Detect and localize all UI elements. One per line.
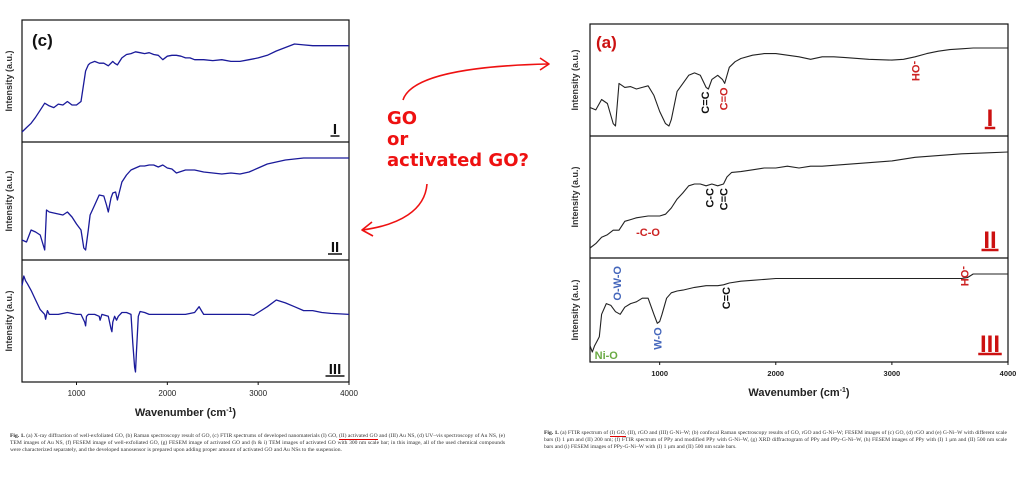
- right-panel-label-II: II: [983, 227, 996, 254]
- left-panel-label-I: I: [333, 121, 337, 138]
- right-annotation-c-c: C=C: [700, 91, 712, 113]
- left-chart: 1000 2000 3000 4000 Wavenumber (cm-1) (c) Inte…: [4, 19, 358, 419]
- left-x-label-sup: -1: [226, 407, 232, 414]
- left-x-tick-label: 3000: [249, 389, 267, 398]
- left-panel-label-III: III: [329, 361, 342, 378]
- question-line-1: GO: [387, 108, 418, 129]
- right-annotation-w-o: W-O: [652, 327, 664, 350]
- right-annotation-c-o: -C-O: [636, 227, 660, 239]
- right-figure-caption: Fig. 1. (a) FTIR spectrum of (I) GO, (II…: [544, 430, 1007, 451]
- arrow-to-right-chart: [402, 63, 549, 101]
- question-line-2: or: [387, 129, 409, 150]
- question-annotation: GO or activated GO?: [387, 108, 529, 171]
- left-spectrum-line-III: [21, 275, 350, 373]
- right-y-axis-label: Intensity (a.u.): [570, 49, 580, 110]
- right-x-label-main: Wavenumber (cm: [748, 387, 840, 399]
- right-chart: 1000 2000 3000 4000 Wavenumber (cm-1) (a) Inte…: [570, 23, 1017, 399]
- right-x-tick-label: 4000: [1000, 369, 1017, 378]
- right-x-label-sup: -1: [840, 387, 846, 394]
- left-x-tick-label: 4000: [340, 389, 358, 398]
- right-panel-label-III: III: [980, 331, 1000, 358]
- right-caption-text-before: (a) FTIR spectrum of: [560, 430, 610, 436]
- right-annotation-c-c: C-C: [705, 188, 717, 208]
- left-x-label-main: Wavenumber (cm: [135, 407, 227, 419]
- left-spectrum-line-I: [21, 43, 349, 133]
- right-x-tick-label: 3000: [884, 369, 901, 378]
- right-caption-text-after: (II), rGO and (III) G-Ni–W; (b) confocal…: [544, 430, 1007, 450]
- left-panel-title: (c): [32, 31, 53, 50]
- right-annotation-c-c: C=C: [721, 287, 733, 309]
- arrow-head-right: [539, 57, 550, 71]
- left-y-axis-label: Intensity (a.u.): [4, 50, 14, 111]
- left-y-axis-label: Intensity (a.u.): [4, 290, 14, 351]
- right-x-label-end: ): [846, 387, 850, 399]
- right-annotation-oh: -OH: [909, 61, 921, 81]
- left-caption-text-after: and (III) Au NS, (d) UV–vis spectroscopy…: [10, 433, 506, 453]
- left-caption-text-before: (a) X-ray diffraction of well-exfoliated…: [26, 433, 340, 439]
- left-x-label-end: ): [232, 407, 236, 419]
- left-x-axis-label: Wavenumber (cm-1): [135, 407, 237, 419]
- right-annotation-c-o: C=O: [719, 87, 731, 110]
- right-caption-fig-label: Fig. 1.: [544, 430, 559, 436]
- right-y-axis-label: Intensity (a.u.): [570, 279, 580, 340]
- right-panel-title: (a): [596, 33, 617, 52]
- left-caption-highlight: (II) activated GO: [339, 433, 378, 439]
- left-panel-label-II: II: [331, 239, 339, 256]
- left-plot-frame: [21, 19, 350, 383]
- right-annotation-c-c: C=C: [719, 188, 731, 210]
- arrow-head-left: [361, 221, 374, 237]
- right-spectrum-line-III: [589, 273, 1008, 353]
- left-figure-caption: Fig. 1. (a) X-ray diffraction of well-ex…: [10, 433, 505, 454]
- right-annotation-oh: -OH: [958, 266, 970, 286]
- right-panel-label-I: I: [987, 105, 994, 132]
- right-annotation-ni-o: Ni-O: [595, 350, 619, 362]
- right-plot-frame: [589, 23, 1009, 363]
- right-annotation-o-w-o: O-W-O: [612, 266, 624, 301]
- left-caption-fig-label: Fig. 1.: [10, 433, 25, 439]
- left-y-axis-label: Intensity (a.u.): [4, 170, 14, 231]
- right-x-tick-label: 1000: [651, 369, 668, 378]
- question-line-3: activated GO?: [387, 150, 529, 171]
- right-x-tick-label: 2000: [767, 369, 784, 378]
- right-y-axis-label: Intensity (a.u.): [570, 166, 580, 227]
- right-caption-highlight: (I) GO,: [609, 430, 627, 436]
- arrow-to-left-chart: [361, 183, 428, 231]
- right-spectrum-line-I: [589, 47, 1008, 127]
- right-spectrum-line-II: [589, 151, 1009, 249]
- left-spectrum-line-II: [21, 157, 349, 251]
- left-x-tick-label: 1000: [68, 389, 86, 398]
- right-x-axis-label: Wavenumber (cm-1): [748, 387, 850, 399]
- left-x-tick-label: 2000: [158, 389, 176, 398]
